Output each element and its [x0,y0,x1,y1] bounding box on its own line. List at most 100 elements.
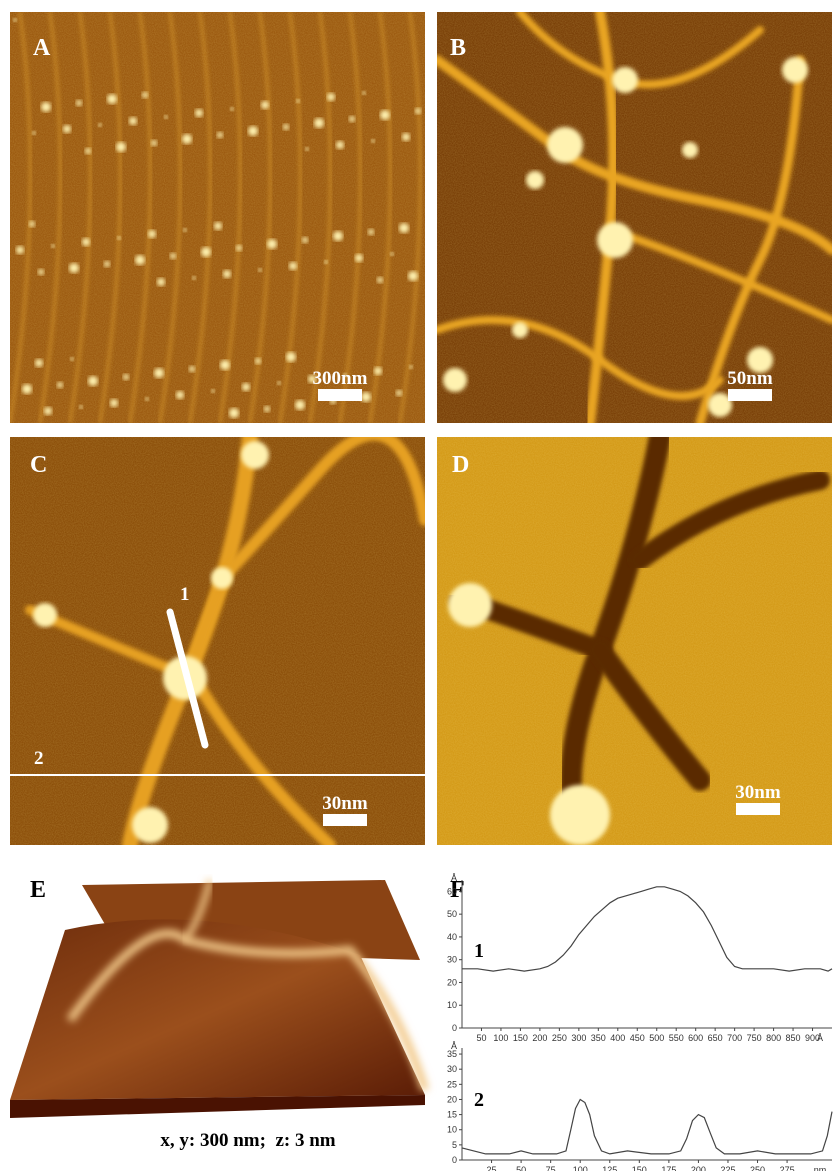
particle [283,124,289,130]
particle [123,374,129,380]
x-tick-label: 800 [766,1033,781,1043]
afm-image [437,12,832,423]
particle [214,222,222,230]
panel-label: C [30,452,47,478]
particle [35,359,43,367]
particle [409,365,413,369]
particle [597,222,633,258]
particle [255,358,261,364]
panel-label: B [450,35,466,61]
particle [85,148,91,154]
x-unit: Å [817,1033,823,1043]
particle [286,352,296,362]
particle [142,92,148,98]
particle [295,400,305,410]
profile-curve [462,1100,832,1154]
y-tick-label: 25 [447,1079,457,1089]
x-tick-label: 250 [552,1033,567,1043]
particle [368,229,374,235]
afm-image [10,435,425,845]
profile-annotation: 2 [474,1089,484,1111]
scale-bar-label: 50nm [727,368,773,389]
x-tick-label: 400 [610,1033,625,1043]
scale-bar [323,814,367,826]
particle [782,57,808,83]
x-tick-label: 125 [602,1165,617,1171]
profile-marker: 2 [34,748,44,769]
particle [336,141,344,149]
particle [13,18,17,22]
particle [82,238,90,246]
afm-3d-surface [10,880,425,1118]
particle [182,134,192,144]
particle [230,107,234,111]
particle [361,392,371,402]
particle [104,261,110,267]
particle [164,115,168,119]
particle [682,142,698,158]
particle [526,171,544,189]
particle [195,109,203,117]
particle [32,131,36,135]
panel-label: E [30,877,46,903]
x-tick-label: 50 [476,1033,486,1043]
particle [349,116,355,122]
x-tick-label: 850 [786,1033,801,1043]
particle [145,397,149,401]
particle [44,407,52,415]
x-tick-label: 275 [780,1165,795,1171]
particle [98,123,102,127]
scale-bar-label: 30nm [735,782,781,803]
particle [88,376,98,386]
y-tick-label: 0 [452,1023,457,1033]
scale-bar [318,389,362,401]
x-tick-label: 350 [591,1033,606,1043]
y-tick-label: 30 [447,955,457,965]
particle [189,366,195,372]
particle [22,384,32,394]
particle [314,118,324,128]
x-tick-label: 225 [720,1165,735,1171]
y-tick-label: 20 [447,1094,457,1104]
particle [289,262,297,270]
x-tick-label: 175 [661,1165,676,1171]
particle [550,785,610,845]
particle [277,381,281,385]
particle [211,389,215,393]
particle [402,133,410,141]
particle [264,406,270,412]
particle [396,390,402,396]
image-texture [10,12,425,423]
y-tick-label: 15 [447,1110,457,1120]
particle [305,147,309,151]
particle [57,382,63,388]
figure: ABCDEF300nm50nm30nm30nm12x, y: 300 nm; z… [0,0,835,1171]
y-tick-label: 10 [447,1125,457,1135]
profile-marker: 1 [180,584,190,605]
particle [38,269,44,275]
y-tick-label: 20 [447,977,457,987]
particle [371,139,375,143]
particle [148,230,156,238]
x-tick-label: 700 [727,1033,742,1043]
particle [129,117,137,125]
particle [220,360,230,370]
image-texture [10,437,425,845]
y-unit: Å [451,1041,457,1051]
y-tick-label: 50 [447,909,457,919]
x-tick-label: 200 [532,1033,547,1043]
particle [443,368,467,392]
x-tick-label: 250 [750,1165,765,1171]
particle [415,108,421,114]
particle [192,276,196,280]
particle [151,140,157,146]
x-tick-label: 300 [571,1033,586,1043]
particle [76,100,82,106]
particle [217,132,223,138]
particle [116,142,126,152]
y-tick-label: 40 [447,932,457,942]
particle [408,271,418,281]
particle [324,260,328,264]
particle [333,231,343,241]
x-tick-label: 75 [546,1165,556,1171]
